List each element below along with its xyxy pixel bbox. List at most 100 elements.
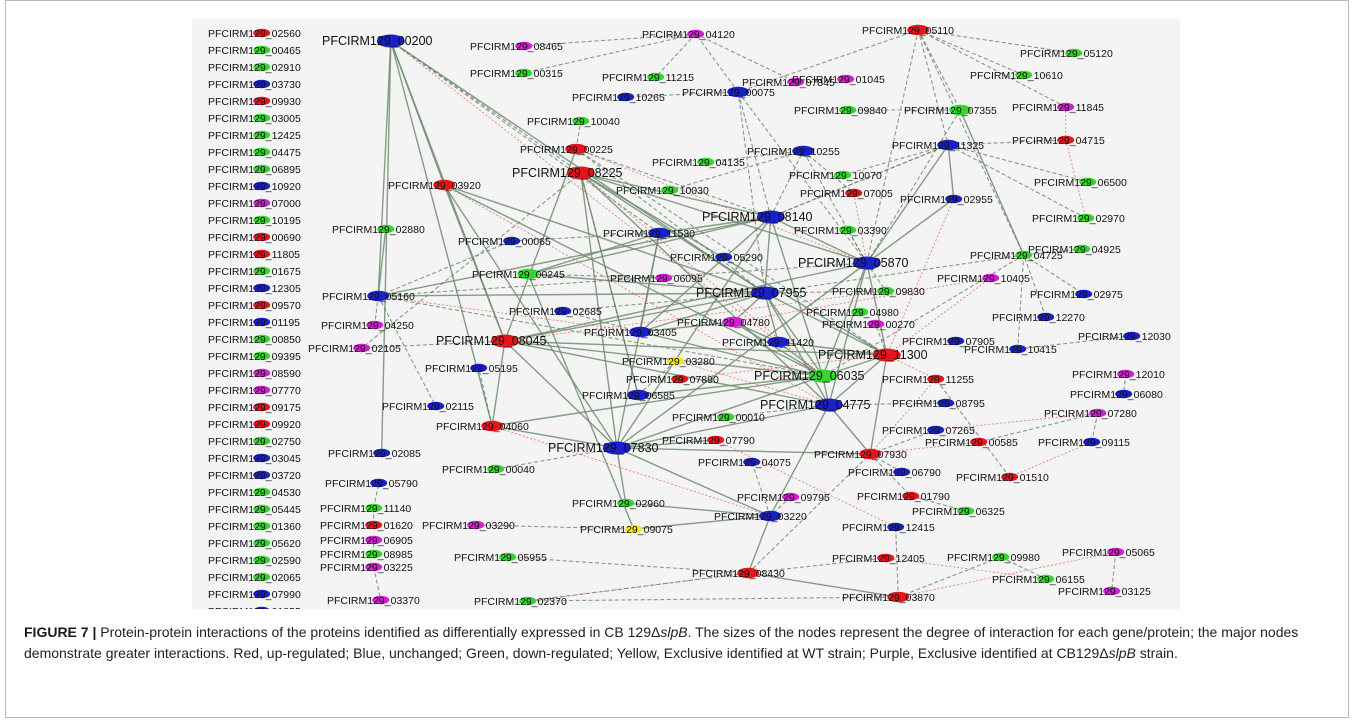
node-ellipse-04725[interactable] — [1015, 250, 1033, 260]
node-ellipse-11845[interactable] — [1057, 102, 1075, 112]
node-08465[interactable]: PFCIRM129_08465 — [470, 41, 563, 53]
node-09395[interactable]: PFCIRM129_09395 — [208, 351, 301, 363]
node-07000[interactable]: PFCIRM129_07000 — [208, 198, 301, 210]
node-06895[interactable]: PFCIRM129_06895 — [208, 164, 301, 176]
node-02085[interactable]: PFCIRM129_02085 — [328, 448, 421, 460]
node-ellipse-09115[interactable] — [1083, 437, 1101, 447]
node-01510[interactable]: PFCIRM129_01510 — [956, 472, 1049, 484]
node-ellipse-05620[interactable] — [253, 538, 271, 548]
node-07005[interactable]: PFCIRM129_07005 — [800, 188, 893, 200]
node-01855[interactable]: PFCIRM129_01855 — [208, 606, 301, 609]
node-08430[interactable]: PFCIRM129_08430 — [692, 567, 785, 580]
node-10255[interactable]: PFCIRM129_10255 — [747, 145, 840, 158]
node-ellipse-03225[interactable] — [365, 562, 383, 572]
node-06500[interactable]: PFCIRM129_06500 — [1034, 177, 1127, 189]
node-ellipse-06790[interactable] — [893, 467, 911, 477]
node-10195[interactable]: PFCIRM129_10195 — [208, 215, 301, 227]
node-ellipse-06500[interactable] — [1079, 177, 1097, 187]
node-ellipse-08590[interactable] — [253, 368, 271, 378]
node-ellipse-07905[interactable] — [947, 336, 965, 346]
node-00270[interactable]: PFCIRM129_00270 — [822, 319, 915, 331]
node-02105[interactable]: PFCIRM129_02105 — [308, 343, 401, 355]
node-02975[interactable]: PFCIRM129_02975 — [1030, 289, 1123, 301]
node-00010[interactable]: PFCIRM129_00010 — [672, 412, 765, 424]
node-ellipse-05065[interactable] — [1107, 547, 1125, 557]
node-11530[interactable]: PFCIRM129_11530 — [603, 227, 695, 240]
node-00075[interactable]: PFCIRM129_00075 — [682, 86, 775, 99]
node-07990[interactable]: PFCIRM129_07990 — [208, 589, 301, 601]
node-ellipse-04530[interactable] — [253, 487, 271, 497]
node-00585[interactable]: PFCIRM129_00585 — [925, 437, 1018, 449]
node-02560[interactable]: PFCIRM129_02560 — [208, 28, 301, 40]
node-09920[interactable]: PFCIRM129_09920 — [208, 419, 301, 431]
node-02750[interactable]: PFCIRM129_02750 — [208, 436, 301, 448]
node-02370[interactable]: PFCIRM129_02370 — [474, 596, 567, 608]
node-12030[interactable]: PFCIRM129_12030 — [1078, 331, 1171, 343]
node-11140[interactable]: PFCIRM129_11140 — [320, 503, 411, 515]
node-ellipse-11140[interactable] — [365, 503, 383, 513]
node-09980[interactable]: PFCIRM129_09980 — [947, 552, 1040, 564]
node-ellipse-07830[interactable] — [602, 441, 631, 455]
node-ellipse-09395[interactable] — [253, 351, 271, 361]
node-ellipse-11420[interactable] — [767, 336, 790, 348]
node-06155[interactable]: PFCIRM129_06155 — [992, 574, 1085, 586]
node-ellipse-00225[interactable] — [565, 143, 588, 155]
node-ellipse-11325[interactable] — [937, 139, 960, 151]
node-ellipse-03870[interactable] — [887, 591, 910, 603]
node-ellipse-08985[interactable] — [365, 549, 383, 559]
node-11300[interactable]: PFCIRM129_11300 — [818, 348, 928, 362]
node-ellipse-12405[interactable] — [877, 553, 895, 563]
node-ellipse-06895[interactable] — [253, 164, 271, 174]
node-05290[interactable]: PFCIRM129_05290 — [670, 252, 763, 264]
node-ellipse-00850[interactable] — [253, 334, 271, 344]
node-04475[interactable]: PFCIRM129_04475 — [208, 147, 301, 159]
node-ellipse-04120[interactable] — [687, 29, 705, 39]
node-ellipse-10610[interactable] — [1015, 70, 1033, 80]
node-00690[interactable]: PFCIRM129_00690 — [208, 232, 301, 244]
node-ellipse-07265[interactable] — [927, 425, 945, 435]
node-02065[interactable]: PFCIRM129_02065 — [208, 572, 301, 584]
node-ellipse-03405[interactable] — [629, 326, 652, 338]
node-ellipse-02560[interactable] — [253, 28, 271, 38]
node-ellipse-10030[interactable] — [661, 185, 679, 195]
node-03720[interactable]: PFCIRM129_03720 — [208, 470, 301, 482]
node-02970[interactable]: PFCIRM129_02970 — [1032, 213, 1125, 225]
node-ellipse-05160[interactable] — [367, 290, 390, 302]
node-03920[interactable]: PFCIRM129_03920 — [388, 179, 481, 192]
node-10610[interactable]: PFCIRM129_10610 — [970, 70, 1063, 82]
node-03225[interactable]: PFCIRM129_03225 — [320, 562, 413, 574]
node-ellipse-06080[interactable] — [1115, 389, 1133, 399]
node-ellipse-09075[interactable] — [625, 524, 643, 534]
node-05195[interactable]: PFCIRM129_05195 — [425, 363, 518, 375]
node-ellipse-07790[interactable] — [707, 435, 725, 445]
node-ellipse-10920[interactable] — [253, 181, 271, 191]
node-01195[interactable]: PFCIRM129_01195 — [208, 317, 300, 329]
node-01790[interactable]: PFCIRM129_01790 — [857, 491, 950, 503]
node-ellipse-12030[interactable] — [1123, 331, 1141, 341]
node-01620[interactable]: PFCIRM129_01620 — [320, 520, 413, 532]
node-02590[interactable]: PFCIRM129_02590 — [208, 555, 301, 567]
node-00850[interactable]: PFCIRM129_00850 — [208, 334, 301, 346]
node-08225[interactable]: PFCIRM129_08225 — [512, 166, 623, 180]
node-ellipse-05870[interactable] — [852, 256, 881, 270]
node-ellipse-03730[interactable] — [253, 79, 271, 89]
node-ellipse-07280[interactable] — [1089, 408, 1107, 418]
node-04250[interactable]: PFCIRM129_04250 — [321, 320, 414, 332]
node-00465[interactable]: PFCIRM129_00465 — [208, 45, 301, 57]
node-02955[interactable]: PFCIRM129_02955 — [900, 194, 993, 206]
node-04135[interactable]: PFCIRM129_04135 — [652, 157, 745, 169]
node-ellipse-03125[interactable] — [1103, 586, 1121, 596]
node-ellipse-02085[interactable] — [373, 448, 391, 458]
node-ellipse-11805[interactable] — [253, 249, 271, 259]
node-09115[interactable]: PFCIRM129_09115 — [1038, 437, 1130, 449]
node-ellipse-00465[interactable] — [253, 45, 271, 55]
node-ellipse-01855[interactable] — [253, 606, 270, 609]
node-ellipse-05120[interactable] — [1065, 48, 1083, 58]
node-ellipse-00690[interactable] — [253, 232, 271, 242]
node-06035[interactable]: PFCIRM129_06035 — [754, 369, 865, 383]
node-09075[interactable]: PFCIRM129_09075 — [580, 524, 673, 536]
node-03005[interactable]: PFCIRM129_03005 — [208, 113, 301, 125]
node-ellipse-04475[interactable] — [253, 147, 271, 157]
node-03370[interactable]: PFCIRM129_03370 — [327, 595, 420, 607]
node-ellipse-02115[interactable] — [427, 401, 445, 411]
